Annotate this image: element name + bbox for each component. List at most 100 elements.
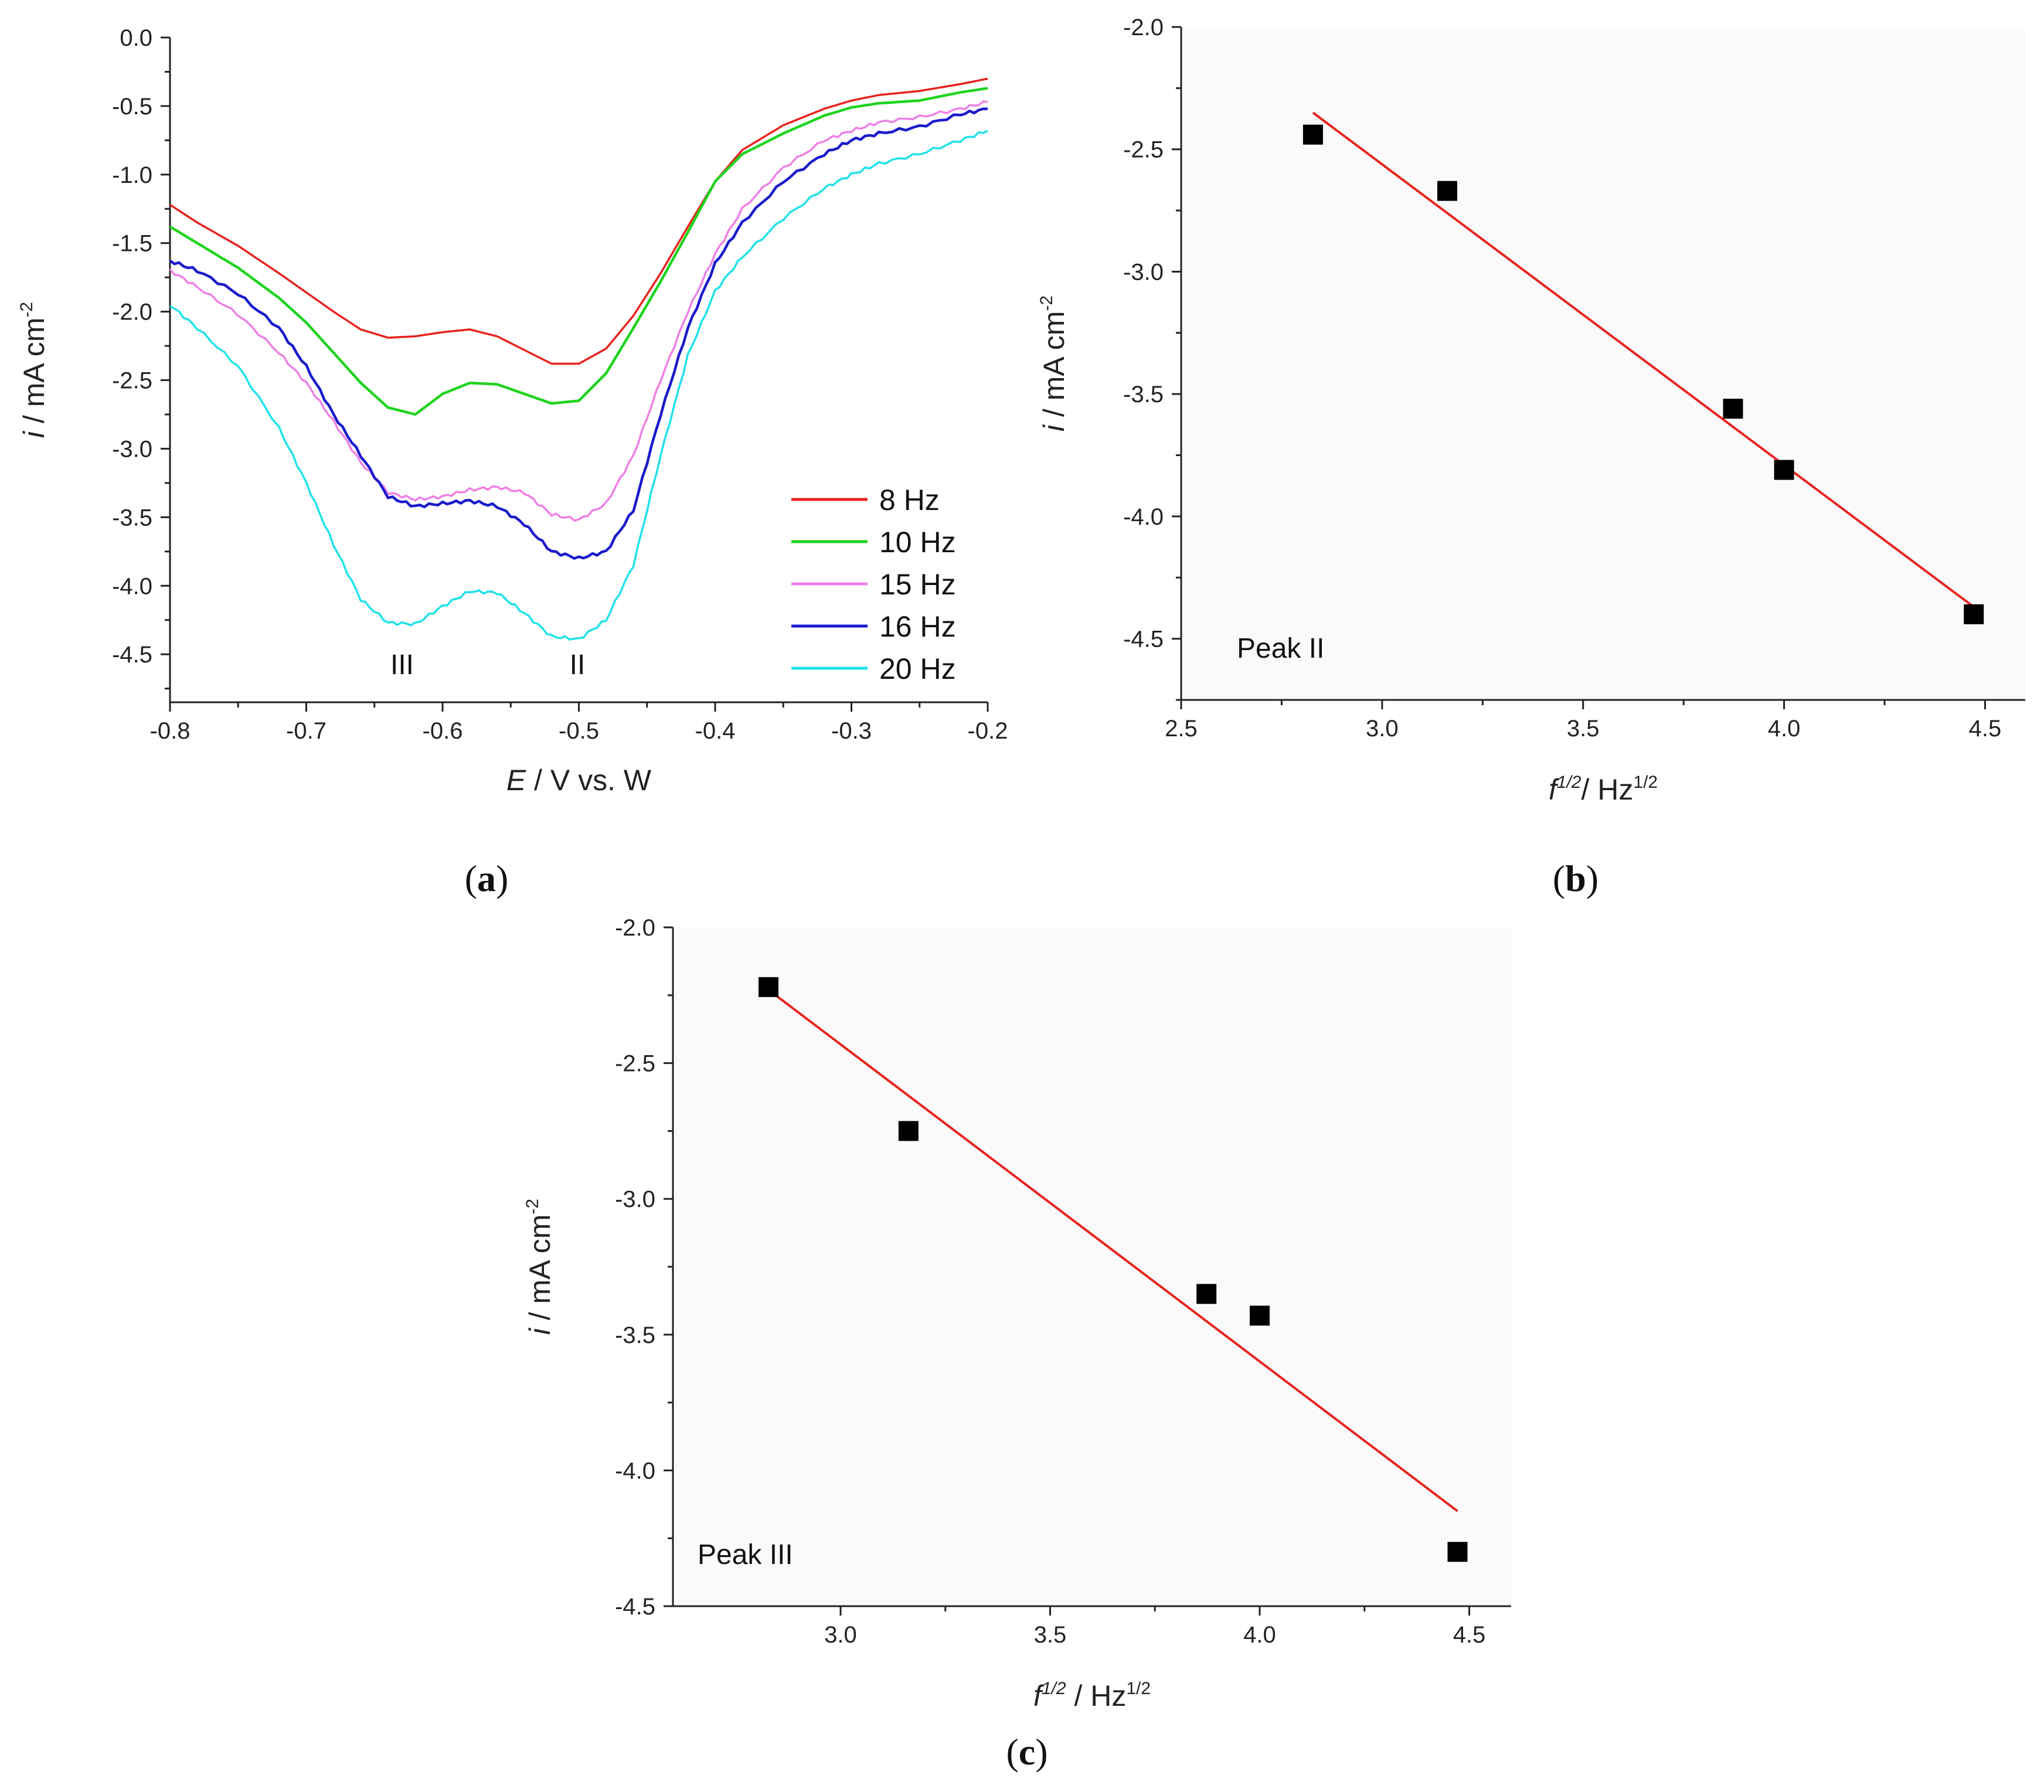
legend-label-1: 10 Hz bbox=[879, 526, 956, 559]
x-tick-label: -0.4 bbox=[695, 718, 736, 744]
legend-label-0: 8 Hz bbox=[879, 484, 940, 516]
y-tick-label: -2.0 bbox=[1123, 15, 1164, 40]
y-tick-label: -3.5 bbox=[615, 1322, 655, 1348]
data-point-1 bbox=[898, 1121, 919, 1141]
y-axis-title: i / mA cm-2 bbox=[1037, 295, 1070, 431]
series-line-0 bbox=[169, 77, 988, 365]
data-point-4 bbox=[1964, 604, 1984, 624]
y-tick-label: -4.0 bbox=[615, 1458, 655, 1484]
x-axis-title-sup: 1/2 bbox=[1042, 1679, 1066, 1698]
x-axis-title-unit: / V vs. W bbox=[526, 764, 652, 797]
y-tick-label: -4.0 bbox=[1123, 504, 1164, 530]
y-axis-title-var: i bbox=[18, 430, 50, 438]
y-axis-title-unit: / mA cm bbox=[523, 1215, 556, 1328]
peak-annotation: Peak II bbox=[1237, 633, 1324, 664]
y-tick-label: -4.5 bbox=[1123, 627, 1164, 652]
caption-close: ) bbox=[496, 858, 508, 899]
x-tick-label: -0.2 bbox=[968, 718, 1008, 744]
caption-letter: a bbox=[477, 858, 496, 899]
y-axis-title: i / mA cm-2 bbox=[523, 1199, 556, 1335]
y-tick-label: -4.0 bbox=[112, 573, 152, 599]
legend-label-2: 15 Hz bbox=[879, 568, 956, 601]
data-point-0 bbox=[759, 977, 779, 997]
peak-label-III: III bbox=[390, 650, 414, 681]
y-axis-title-unit: / mA cm bbox=[1038, 311, 1070, 425]
series-line-1 bbox=[169, 87, 988, 416]
fit-line bbox=[1312, 111, 1975, 608]
caption-close: ) bbox=[1035, 1731, 1047, 1773]
plot-area bbox=[673, 927, 1511, 1606]
x-axis-title-sup2: 1/2 bbox=[1126, 1679, 1151, 1698]
y-tick-label: -2.0 bbox=[112, 300, 152, 325]
caption-open: ( bbox=[465, 858, 477, 899]
y-axis-title-var: i bbox=[523, 1327, 556, 1335]
caption-close: ) bbox=[1586, 858, 1599, 899]
data-point-4 bbox=[1447, 1542, 1468, 1562]
x-tick-label: -0.7 bbox=[286, 718, 327, 744]
x-axis-title-unit: / Hz bbox=[1066, 1679, 1127, 1712]
y-axis-title-sup: -2 bbox=[523, 1199, 542, 1215]
y-tick-label: -3.0 bbox=[112, 436, 152, 462]
plot-area bbox=[170, 38, 988, 702]
caption-open: ( bbox=[1553, 858, 1565, 899]
x-tick-label: -0.8 bbox=[150, 718, 191, 744]
x-tick-label: 3.0 bbox=[1366, 716, 1399, 742]
y-axis-title-sup: -2 bbox=[17, 302, 36, 318]
y-tick-label: -1.5 bbox=[112, 231, 152, 257]
data-point-3 bbox=[1774, 460, 1794, 480]
x-tick-label: 3.5 bbox=[1567, 716, 1600, 742]
y-tick-label: -4.5 bbox=[615, 1594, 655, 1620]
y-axis-title: i / mA cm-2 bbox=[17, 302, 50, 438]
y-tick-label: -3.0 bbox=[615, 1186, 655, 1212]
peak-annotation: Peak III bbox=[698, 1539, 793, 1570]
data-point-2 bbox=[1196, 1284, 1217, 1304]
y-axis-title-sup: -2 bbox=[1037, 295, 1056, 311]
y-tick-label: -2.5 bbox=[112, 368, 152, 394]
data-point-3 bbox=[1250, 1305, 1270, 1326]
series-line-2 bbox=[169, 100, 988, 522]
fit-line bbox=[767, 988, 1458, 1512]
series-line-4 bbox=[169, 130, 988, 641]
x-axis-title-var: E bbox=[506, 764, 526, 797]
y-tick-label: 0.0 bbox=[120, 25, 152, 51]
x-tick-label: -0.5 bbox=[559, 718, 599, 744]
y-tick-label: -2.5 bbox=[1123, 137, 1164, 163]
x-axis-title-unit: / Hz bbox=[1582, 773, 1634, 806]
x-tick-label: -0.6 bbox=[423, 718, 463, 744]
y-tick-label: -1.0 bbox=[112, 162, 152, 188]
y-tick-label: -3.0 bbox=[1123, 259, 1164, 285]
x-tick-label: 4.0 bbox=[1243, 1622, 1276, 1648]
panel-caption: (c) bbox=[1006, 1731, 1047, 1773]
peak-label-II: II bbox=[570, 650, 586, 681]
y-tick-label: -4.5 bbox=[112, 642, 152, 668]
x-tick-label: 3.5 bbox=[1034, 1622, 1067, 1648]
y-tick-label: -2.5 bbox=[615, 1051, 655, 1077]
caption-letter: c bbox=[1019, 1731, 1035, 1773]
x-axis-title-sup: 1/2 bbox=[1557, 773, 1582, 792]
panel-caption: (a) bbox=[465, 858, 509, 899]
x-tick-label: 4.0 bbox=[1768, 716, 1801, 742]
x-tick-label: 3.0 bbox=[824, 1622, 857, 1648]
legend-label-4: 20 Hz bbox=[879, 652, 956, 685]
x-axis-title-sup2: 1/2 bbox=[1633, 773, 1658, 792]
x-tick-label: 2.5 bbox=[1165, 716, 1198, 742]
y-tick-label: -2.0 bbox=[615, 915, 655, 941]
x-tick-label: 4.5 bbox=[1969, 716, 2002, 742]
series-line-3 bbox=[169, 107, 988, 560]
y-axis-title-var: i bbox=[1038, 424, 1070, 431]
data-point-1 bbox=[1437, 181, 1457, 201]
x-tick-label: -0.3 bbox=[831, 718, 872, 744]
x-tick-label: 4.5 bbox=[1453, 1622, 1486, 1648]
panel-a-chart: -0.8 -0.7 -0.6 -0.5 -0.4 -0.3 -0.2 0.0 -0.5 -1.0 -… bbox=[17, 25, 1008, 899]
y-tick-label: -0.5 bbox=[112, 94, 152, 120]
y-axis-title-unit: / mA cm bbox=[18, 318, 50, 431]
data-point-2 bbox=[1723, 399, 1743, 419]
x-axis-title: f1/2 / Hz1/2 bbox=[1033, 1679, 1151, 1712]
panel-b-chart: 2.5 3.0 3.5 4.0 4.5 -2.0 -2.5 -3.0 -3.5 -4.0 -4.5 i… bbox=[1037, 15, 2025, 899]
legend-label-3: 16 Hz bbox=[879, 610, 956, 643]
x-axis-title: f1/2/ Hz1/2 bbox=[1549, 773, 1658, 806]
caption-open: ( bbox=[1006, 1731, 1018, 1773]
x-axis-title: E / V vs. W bbox=[506, 764, 652, 797]
panel-c-chart: 3.0 3.5 4.0 4.5 -2.0 -2.5 -3.0 -3.5 -4.0 -4.5 i / … bbox=[523, 915, 1511, 1773]
